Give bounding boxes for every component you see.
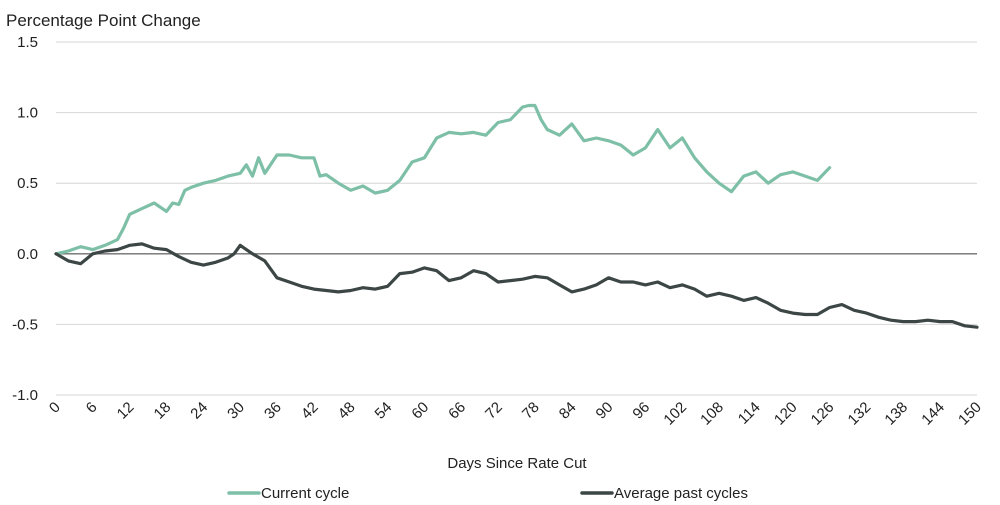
x-tick-label: 30 bbox=[224, 399, 248, 423]
x-tick-label: 90 bbox=[593, 399, 617, 423]
legend: Current cycle Average past cycles bbox=[227, 485, 748, 502]
x-tick-label: 96 bbox=[629, 399, 653, 423]
x-tick-label: 102 bbox=[660, 399, 690, 429]
legend-label: Current cycle bbox=[261, 485, 349, 502]
x-tick-label: 66 bbox=[445, 399, 469, 423]
x-tick-label: 144 bbox=[918, 399, 948, 429]
x-tick-label: 54 bbox=[372, 399, 396, 423]
x-tick-label: 6 bbox=[83, 399, 101, 417]
y-tick-label: 1.0 bbox=[17, 105, 38, 122]
series-layer bbox=[54, 103, 979, 329]
x-tick-labels: 0 6 12 18 24 30 36 42 48 54 60 66 72 78 84 90 96 102 108 11… bbox=[46, 399, 985, 429]
x-tick-label: 72 bbox=[482, 399, 506, 423]
y-tick-label: -1.0 bbox=[12, 387, 38, 404]
x-tick-label: 108 bbox=[697, 399, 727, 429]
y-tick-labels: 1.5 1.0 0.5 0.0 -0.5 -1.0 bbox=[12, 34, 38, 404]
y-tick-label: -0.5 bbox=[12, 316, 38, 333]
y-tick-label: 1.5 bbox=[17, 34, 38, 51]
y-tick-label: 0.0 bbox=[17, 246, 38, 263]
x-tick-label: 150 bbox=[955, 399, 985, 429]
x-tick-label: 42 bbox=[298, 399, 322, 423]
y-axis-title: Percentage Point Change bbox=[6, 11, 201, 30]
average-past-cycles-line bbox=[54, 242, 979, 329]
grid-layer bbox=[56, 41, 977, 396]
x-tick-label: 0 bbox=[46, 399, 64, 417]
x-tick-label: 84 bbox=[556, 399, 580, 423]
legend-label: Average past cycles bbox=[614, 485, 748, 502]
x-tick-label: 36 bbox=[261, 399, 285, 423]
x-tick-label: 114 bbox=[735, 399, 764, 428]
x-tick-label: 120 bbox=[771, 399, 801, 429]
y-tick-label: 0.5 bbox=[17, 175, 38, 192]
x-tick-label: 78 bbox=[519, 399, 543, 423]
x-tick-label: 18 bbox=[151, 399, 175, 423]
x-tick-label: 12 bbox=[114, 399, 138, 423]
x-axis-title: Days Since Rate Cut bbox=[447, 455, 587, 472]
x-tick-label: 132 bbox=[845, 399, 875, 429]
x-tick-label: 60 bbox=[408, 399, 432, 423]
x-tick-label: 126 bbox=[808, 399, 838, 429]
x-tick-label: 48 bbox=[335, 399, 359, 423]
x-tick-label: 24 bbox=[187, 399, 211, 423]
x-tick-label: 138 bbox=[881, 399, 911, 429]
current-cycle-line bbox=[54, 103, 832, 256]
